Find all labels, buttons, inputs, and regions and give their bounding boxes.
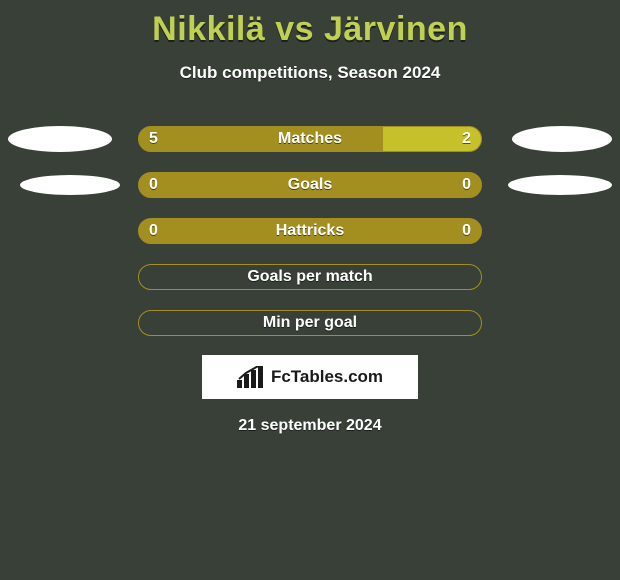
comparison-infographic: Nikkilä vs Järvinen Club competitions, S… bbox=[0, 0, 620, 435]
stat-left-value: 0 bbox=[149, 222, 158, 240]
bar-track: 0 Goals 0 bbox=[138, 172, 482, 198]
stat-right-value: 0 bbox=[462, 176, 471, 194]
bar-track: Min per goal bbox=[138, 310, 482, 336]
stat-label: Min per goal bbox=[139, 314, 481, 332]
bar-fill-left bbox=[139, 127, 383, 151]
stat-row-hattricks: 0 Hattricks 0 bbox=[0, 217, 620, 245]
date-label: 21 september 2024 bbox=[0, 417, 620, 435]
avatar-ellipse-left bbox=[8, 126, 112, 152]
stat-label: Goals bbox=[139, 176, 481, 194]
stat-left-value: 0 bbox=[149, 176, 158, 194]
avatar-ellipse-right bbox=[508, 175, 612, 195]
avatar-ellipse-right bbox=[512, 126, 612, 152]
stat-row-matches: 5 Matches 2 bbox=[0, 125, 620, 153]
bars-icon bbox=[237, 366, 265, 388]
stat-rows: 5 Matches 2 0 Goals 0 0 Hat bbox=[0, 125, 620, 337]
stat-left-value: 5 bbox=[149, 130, 158, 148]
stat-row-goals: 0 Goals 0 bbox=[0, 171, 620, 199]
subtitle: Club competitions, Season 2024 bbox=[0, 63, 620, 83]
brand-logo-box: FcTables.com bbox=[202, 355, 418, 399]
stat-row-mpg: Min per goal bbox=[0, 309, 620, 337]
stat-label: Hattricks bbox=[139, 222, 481, 240]
bar-track: Goals per match bbox=[138, 264, 482, 290]
brand-text: FcTables.com bbox=[271, 367, 383, 387]
page-title: Nikkilä vs Järvinen bbox=[0, 10, 620, 49]
stat-right-value: 2 bbox=[462, 130, 471, 148]
stat-label: Goals per match bbox=[139, 268, 481, 286]
avatar-ellipse-left bbox=[20, 175, 120, 195]
bar-track: 5 Matches 2 bbox=[138, 126, 482, 152]
bar-track: 0 Hattricks 0 bbox=[138, 218, 482, 244]
stat-right-value: 0 bbox=[462, 222, 471, 240]
stat-row-gpm: Goals per match bbox=[0, 263, 620, 291]
